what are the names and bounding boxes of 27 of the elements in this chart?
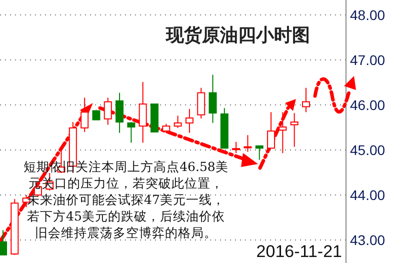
- text: 现货原油四小时图: [165, 25, 310, 45]
- candlestick: [185, 108, 194, 134]
- y-tick-label: 45.00: [350, 142, 386, 158]
- candlestick: [208, 74, 217, 124]
- candlestick: [197, 87, 206, 119]
- y-tick-label: 43.00: [350, 232, 386, 248]
- y-tick-label: 47.00: [350, 52, 386, 68]
- y-tick-label: 46.00: [350, 96, 386, 113]
- candlestick: [0, 230, 7, 256]
- candlestick: [138, 81, 147, 144]
- candlestick: [255, 145, 264, 160]
- y-tick-label: 44.00: [350, 186, 386, 203]
- candlestick: [302, 87, 310, 113]
- candlestick: [174, 115, 182, 128]
- candlestick: [162, 123, 170, 134]
- candlestick: [244, 134, 252, 152]
- candlestick: [92, 109, 100, 120]
- candlestick: [278, 112, 287, 154]
- candlestick: [116, 92, 124, 134]
- candlestick: [80, 97, 89, 132]
- y-tick-label: 48.00: [350, 6, 386, 23]
- candlestick: [127, 122, 136, 144]
- candlestick: [232, 141, 240, 154]
- candlestick: [290, 112, 298, 148]
- annotation: 2016-11-21: [256, 242, 342, 261]
- candlestick: [104, 97, 112, 126]
- candlestick: [267, 112, 276, 149]
